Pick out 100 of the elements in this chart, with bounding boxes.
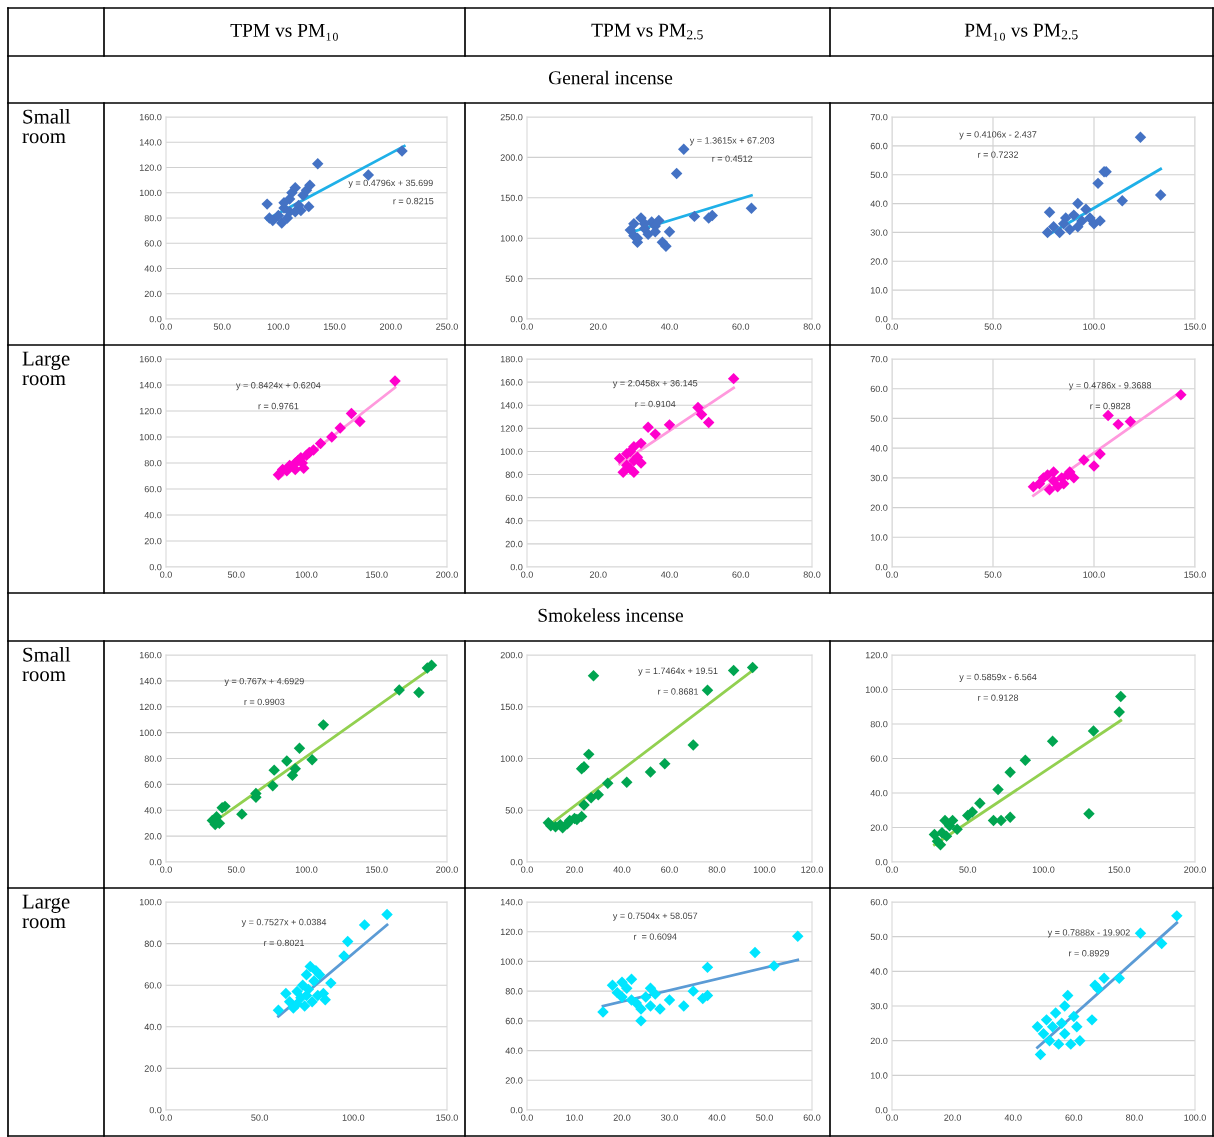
x-tick-label: 100.0 — [342, 1114, 365, 1121]
x-tick-label: 40.0 — [708, 1114, 726, 1121]
y-tick-label: 0.0 — [510, 563, 523, 571]
x-tick-label: 20.0 — [589, 571, 607, 578]
y-tick-label: 0.0 — [875, 858, 888, 866]
y-tick-label: 100.0 — [500, 448, 523, 455]
y-tick-label: 0.0 — [875, 563, 888, 571]
x-tick-label: 50.0 — [959, 866, 977, 873]
y-tick-label: 0.0 — [149, 315, 162, 323]
y-tick-label: 150.0 — [500, 194, 523, 202]
x-tick-label: 40.0 — [1004, 1114, 1022, 1121]
x-tick-label: 150.0 — [1184, 323, 1206, 330]
y-axis-title: Large room — [22, 894, 70, 929]
x-tick-label: 150.0 — [366, 866, 388, 873]
x-tick-label: 0.0 — [521, 571, 533, 578]
x-tick-label: 20.0 — [589, 323, 607, 330]
x-tick-label: 80.0 — [708, 866, 726, 873]
x-tick-label: 50.0 — [227, 866, 245, 873]
x-tick-label: 100.0 — [295, 866, 318, 873]
y-tick-label: 60.0 — [870, 142, 888, 150]
annotation: y = 0.5859x - 6.564 — [959, 673, 1037, 682]
annotation: y = 1.7464x + 19.51 — [638, 667, 718, 676]
y-tick-label: 140.0 — [139, 381, 162, 389]
y-tick-label: 60.0 — [144, 240, 162, 247]
y-tick-label: 0.0 — [510, 858, 523, 866]
y-tick-label: 40.0 — [144, 807, 162, 814]
y-tick-label: 50.0 — [505, 807, 523, 814]
x-tick-label: 100.0 — [295, 571, 318, 578]
y-tick-label: 250.0 — [500, 113, 523, 121]
y-axis-title: Small room — [22, 647, 71, 682]
y-axis-title: Small room — [22, 109, 71, 144]
annotation: r = 0.9828 — [1090, 402, 1131, 410]
y-tick-label: 160.0 — [139, 651, 162, 659]
y-tick-label: 120.0 — [139, 703, 162, 711]
y-tick-label: 180.0 — [500, 355, 523, 363]
annotation: r = 0.9128 — [978, 694, 1019, 701]
y-tick-label: 80.0 — [505, 988, 523, 995]
x-tick-label: 40.0 — [613, 866, 631, 873]
y-tick-label: 10.0 — [870, 534, 888, 541]
annotation: y = 0.4786x - 9.3688 — [1068, 382, 1152, 391]
x-tick-label: 60.0 — [803, 1114, 821, 1121]
y-tick-label: 60.0 — [505, 1017, 523, 1025]
x-tick-label: 100.0 — [1083, 571, 1105, 578]
y-tick-label: 60.0 — [870, 898, 888, 906]
y-tick-label: 20.0 — [870, 258, 888, 265]
x-tick-label: 100.0 — [753, 866, 776, 873]
annotation: y = 0.7888x - 19.902 — [1047, 929, 1130, 938]
x-tick-label: 30.0 — [661, 1114, 678, 1121]
x-tick-label: 40.0 — [660, 323, 678, 330]
y-tick-label: 70.0 — [870, 355, 888, 363]
x-tick-label: 0.0 — [521, 323, 533, 330]
y-tick-label: 0.0 — [875, 315, 888, 323]
chart-title: PM₁₀ vs PM$_{2.5}$ — [964, 23, 1078, 41]
annotation: y = 0.4796x + 35.699 — [348, 179, 433, 188]
y-tick-label: 40.0 — [505, 1047, 523, 1054]
y-tick-label: 50.0 — [870, 933, 888, 941]
y-tick-label: 120.0 — [139, 164, 162, 171]
text: Smokeless incense — [538, 608, 683, 622]
x-tick-label: 50.0 — [984, 323, 1002, 330]
y-tick-label: 40.0 — [144, 511, 162, 519]
x-tick-label: 80.0 — [803, 571, 821, 578]
x-tick-label: 200.0 — [436, 571, 458, 578]
y-tick-label: 70.0 — [870, 113, 888, 121]
y-tick-label: 30.0 — [870, 474, 888, 482]
y-tick-label: 80.0 — [144, 755, 162, 762]
x-tick-label: 50.0 — [227, 571, 245, 578]
y-tick-label: 80.0 — [144, 214, 162, 222]
y-tick-label: 120.0 — [500, 425, 523, 432]
text: General incense — [548, 70, 673, 85]
annotation: r = 0.8929 — [1069, 950, 1109, 957]
y-tick-label: 120.0 — [139, 407, 162, 415]
annotation: r = 0.9104 — [635, 400, 676, 408]
annotation: r = 0.7232 — [978, 151, 1019, 158]
y-tick-label: 0.0 — [510, 1106, 523, 1114]
x-tick-label: 100.0 — [267, 323, 290, 330]
annotation: y = 0.8424x + 0.6204 — [236, 382, 321, 391]
y-tick-label: 100.0 — [500, 235, 523, 242]
y-tick-label: 50.0 — [870, 415, 888, 422]
x-tick-label: 0.0 — [521, 866, 533, 873]
y-tick-label: 140.0 — [500, 402, 523, 409]
x-tick-label: 80.0 — [1126, 1114, 1143, 1121]
y-tick-label: 20.0 — [870, 504, 888, 511]
y-tick-label: 50.0 — [870, 171, 888, 179]
y-tick-label: 20.0 — [144, 1065, 162, 1072]
y-tick-label: 30.0 — [870, 229, 888, 236]
x-tick-label: 150.0 — [366, 571, 388, 578]
y-tick-label: 40.0 — [870, 200, 888, 207]
y-tick-label: 40.0 — [144, 265, 162, 272]
annotation: y = 0.7527x + 0.0384 — [241, 918, 327, 928]
chart-title: TPM vs PM₁₀ — [230, 23, 338, 41]
y-tick-label: 20.0 — [144, 290, 162, 298]
x-tick-label: 250.0 — [436, 323, 458, 330]
y-tick-label: 50.0 — [505, 275, 523, 282]
y-tick-label: 60.0 — [505, 494, 523, 502]
x-tick-label: 80.0 — [803, 323, 821, 330]
y-tick-label: 100.0 — [139, 433, 162, 441]
y-tick-label: 40.0 — [870, 789, 888, 797]
y-tick-label: 20.0 — [505, 1077, 523, 1084]
x-tick-label: 0.0 — [160, 571, 172, 578]
x-tick-label: 50.0 — [213, 323, 231, 330]
